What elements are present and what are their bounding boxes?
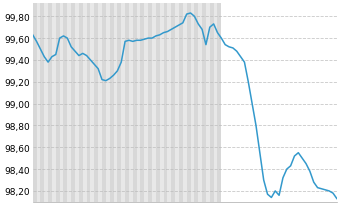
- Bar: [56, 4, 60, 202]
- Bar: [106, 4, 110, 202]
- Bar: [121, 4, 125, 202]
- Bar: [218, 4, 221, 202]
- Bar: [179, 4, 183, 202]
- Bar: [90, 4, 94, 202]
- Bar: [75, 4, 79, 202]
- Bar: [167, 4, 171, 202]
- Bar: [144, 4, 148, 202]
- Bar: [214, 4, 218, 202]
- Bar: [202, 4, 206, 202]
- Bar: [156, 4, 160, 202]
- Bar: [60, 4, 63, 202]
- Bar: [140, 4, 144, 202]
- Bar: [133, 4, 137, 202]
- Bar: [125, 4, 129, 202]
- Bar: [164, 4, 167, 202]
- Bar: [191, 4, 194, 202]
- Bar: [187, 4, 191, 202]
- Bar: [40, 4, 44, 202]
- Bar: [114, 4, 117, 202]
- Bar: [83, 4, 87, 202]
- Bar: [36, 4, 40, 202]
- Bar: [171, 4, 175, 202]
- Bar: [44, 4, 48, 202]
- Bar: [129, 4, 133, 202]
- Bar: [137, 4, 140, 202]
- Bar: [194, 4, 198, 202]
- Bar: [52, 4, 56, 202]
- Bar: [175, 4, 179, 202]
- Bar: [148, 4, 152, 202]
- Bar: [210, 4, 214, 202]
- Bar: [198, 4, 202, 202]
- Bar: [152, 4, 156, 202]
- Bar: [33, 4, 36, 202]
- Bar: [67, 4, 71, 202]
- Bar: [94, 4, 98, 202]
- Bar: [183, 4, 187, 202]
- Bar: [206, 4, 210, 202]
- Bar: [48, 4, 52, 202]
- Bar: [63, 4, 67, 202]
- Bar: [102, 4, 106, 202]
- Bar: [87, 4, 90, 202]
- Bar: [98, 4, 102, 202]
- Bar: [79, 4, 83, 202]
- Bar: [160, 4, 164, 202]
- Bar: [110, 4, 114, 202]
- Bar: [117, 4, 121, 202]
- Bar: [71, 4, 75, 202]
